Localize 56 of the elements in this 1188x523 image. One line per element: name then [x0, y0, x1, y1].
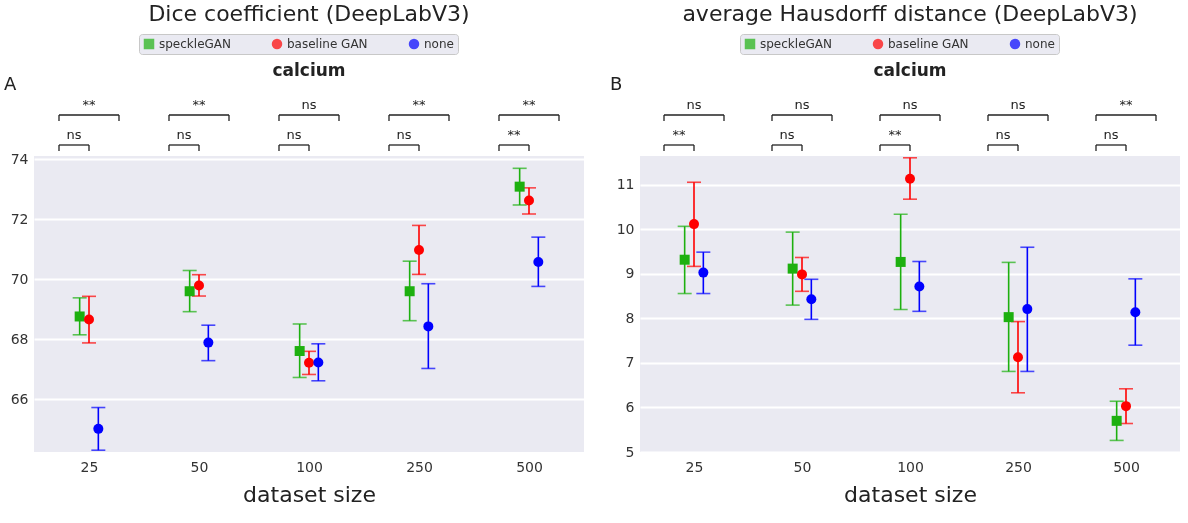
x-axis-title: dataset size: [844, 481, 977, 507]
y-tick-label: 66: [10, 390, 29, 407]
text: ns: [176, 127, 192, 142]
y-tick-label: 68: [10, 330, 29, 347]
y-tick-label: 8: [625, 309, 635, 326]
legend-label: none: [1025, 37, 1055, 51]
x-tick-label: 25: [80, 458, 99, 475]
text: **: [522, 97, 536, 112]
y-tick-label: 74: [10, 150, 29, 167]
legend-label: speckleGAN: [159, 37, 231, 51]
text: ns: [902, 97, 918, 112]
text: ns: [396, 127, 412, 142]
text: ns: [1010, 97, 1026, 112]
text: ns: [686, 97, 702, 112]
y-tick-label: 10: [616, 220, 635, 237]
text: ns: [1103, 127, 1119, 142]
text: **: [192, 97, 206, 112]
text: ns: [995, 127, 1011, 142]
text: calcium: [873, 60, 947, 80]
x-tick-label: 100: [296, 458, 323, 475]
legend-label: speckleGAN: [760, 37, 832, 51]
text: **: [1119, 97, 1133, 112]
text: ns: [286, 127, 302, 142]
y-tick-label: 5: [625, 443, 635, 460]
text: ns: [301, 97, 317, 112]
x-axis-title: dataset size: [243, 481, 376, 507]
text: **: [507, 127, 521, 142]
text: **: [412, 97, 426, 112]
x-tick-label: 50: [793, 458, 812, 475]
x-tick-label: 250: [406, 458, 433, 475]
text: A: [4, 73, 17, 94]
text: B: [610, 73, 623, 94]
chart-title: Dice coefficient (DeepLabV3): [148, 0, 470, 26]
y-tick-label: 70: [10, 270, 29, 287]
text: ns: [66, 127, 82, 142]
y-tick-label: 6: [625, 398, 635, 415]
chart-title: average Hausdorff distance (DeepLabV3): [682, 0, 1138, 26]
legend-label: baseline GAN: [287, 37, 368, 51]
x-tick-label: 25: [685, 458, 704, 475]
legend-label: none: [424, 37, 454, 51]
text: **: [888, 127, 902, 142]
text: **: [82, 97, 96, 112]
x-tick-label: 250: [1005, 458, 1032, 475]
x-tick-label: 500: [516, 458, 543, 475]
y-tick-label: 11: [616, 176, 635, 193]
text: ns: [779, 127, 795, 142]
x-tick-label: 100: [897, 458, 924, 475]
text: **: [672, 127, 686, 142]
text: calcium: [272, 60, 346, 80]
legend-label: baseline GAN: [888, 37, 969, 51]
x-tick-label: 50: [190, 458, 209, 475]
y-tick-label: 7: [625, 354, 635, 371]
x-tick-label: 500: [1113, 458, 1140, 475]
y-tick-label: 72: [10, 210, 29, 227]
y-tick-label: 9: [625, 265, 635, 282]
text: ns: [794, 97, 810, 112]
